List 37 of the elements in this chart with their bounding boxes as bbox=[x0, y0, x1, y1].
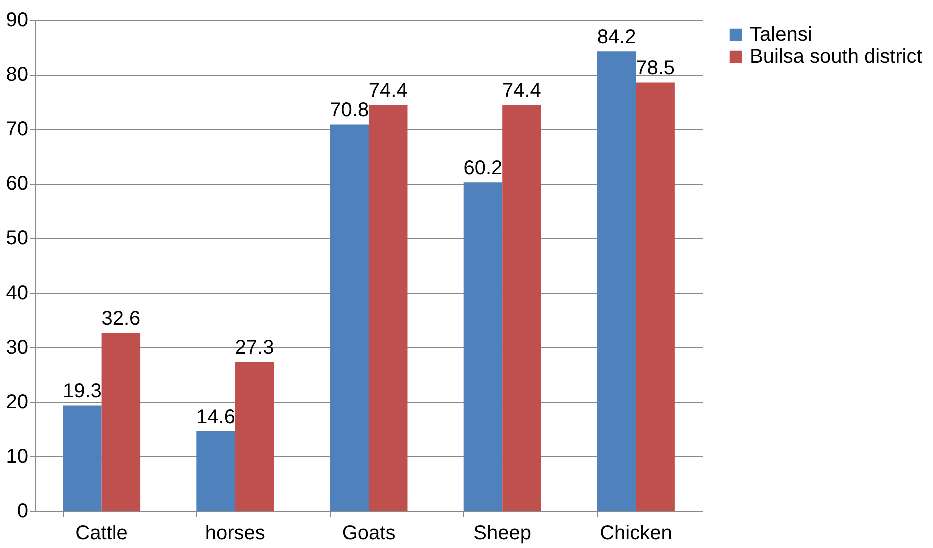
data-label: 60.2 bbox=[464, 158, 503, 180]
x-tick-label: Sheep bbox=[474, 522, 532, 544]
legend-label: Talensi bbox=[750, 24, 812, 46]
data-label: 74.4 bbox=[502, 80, 542, 102]
data-label: 19.3 bbox=[62, 380, 102, 403]
bar bbox=[63, 406, 102, 511]
bar bbox=[235, 362, 274, 511]
bar bbox=[464, 182, 503, 511]
bar bbox=[502, 105, 542, 511]
y-tick-label: 0 bbox=[17, 500, 28, 522]
data-label: 14.6 bbox=[196, 406, 236, 428]
bar bbox=[597, 52, 636, 511]
bar bbox=[369, 105, 408, 511]
data-label: 27.3 bbox=[235, 337, 274, 360]
bar bbox=[636, 82, 675, 511]
y-tick-label: 90 bbox=[6, 10, 28, 32]
data-label: 84.2 bbox=[597, 26, 636, 49]
x-tick-label: Goats bbox=[342, 522, 396, 544]
data-label: 32.6 bbox=[102, 308, 141, 330]
y-tick-label: 60 bbox=[6, 173, 28, 196]
y-tick-label: 70 bbox=[6, 118, 28, 141]
y-tick-label: 30 bbox=[6, 336, 28, 359]
data-label: 74.4 bbox=[368, 80, 408, 102]
x-tick-label: Cattle bbox=[76, 522, 128, 544]
x-tick-label: Chicken bbox=[600, 522, 672, 544]
bar bbox=[196, 431, 236, 511]
y-tick-label: 20 bbox=[6, 391, 28, 414]
y-tick-label: 80 bbox=[6, 64, 28, 86]
data-label: 78.5 bbox=[636, 58, 676, 80]
y-tick-label: 10 bbox=[6, 446, 28, 468]
y-tick-label: 50 bbox=[6, 228, 28, 250]
bar bbox=[330, 124, 369, 511]
x-tick-label: horses bbox=[205, 522, 266, 544]
legend-label: Builsa south district bbox=[750, 46, 923, 68]
y-tick-label: 40 bbox=[6, 282, 28, 304]
data-label: 70.8 bbox=[330, 100, 370, 122]
bar bbox=[102, 333, 141, 511]
